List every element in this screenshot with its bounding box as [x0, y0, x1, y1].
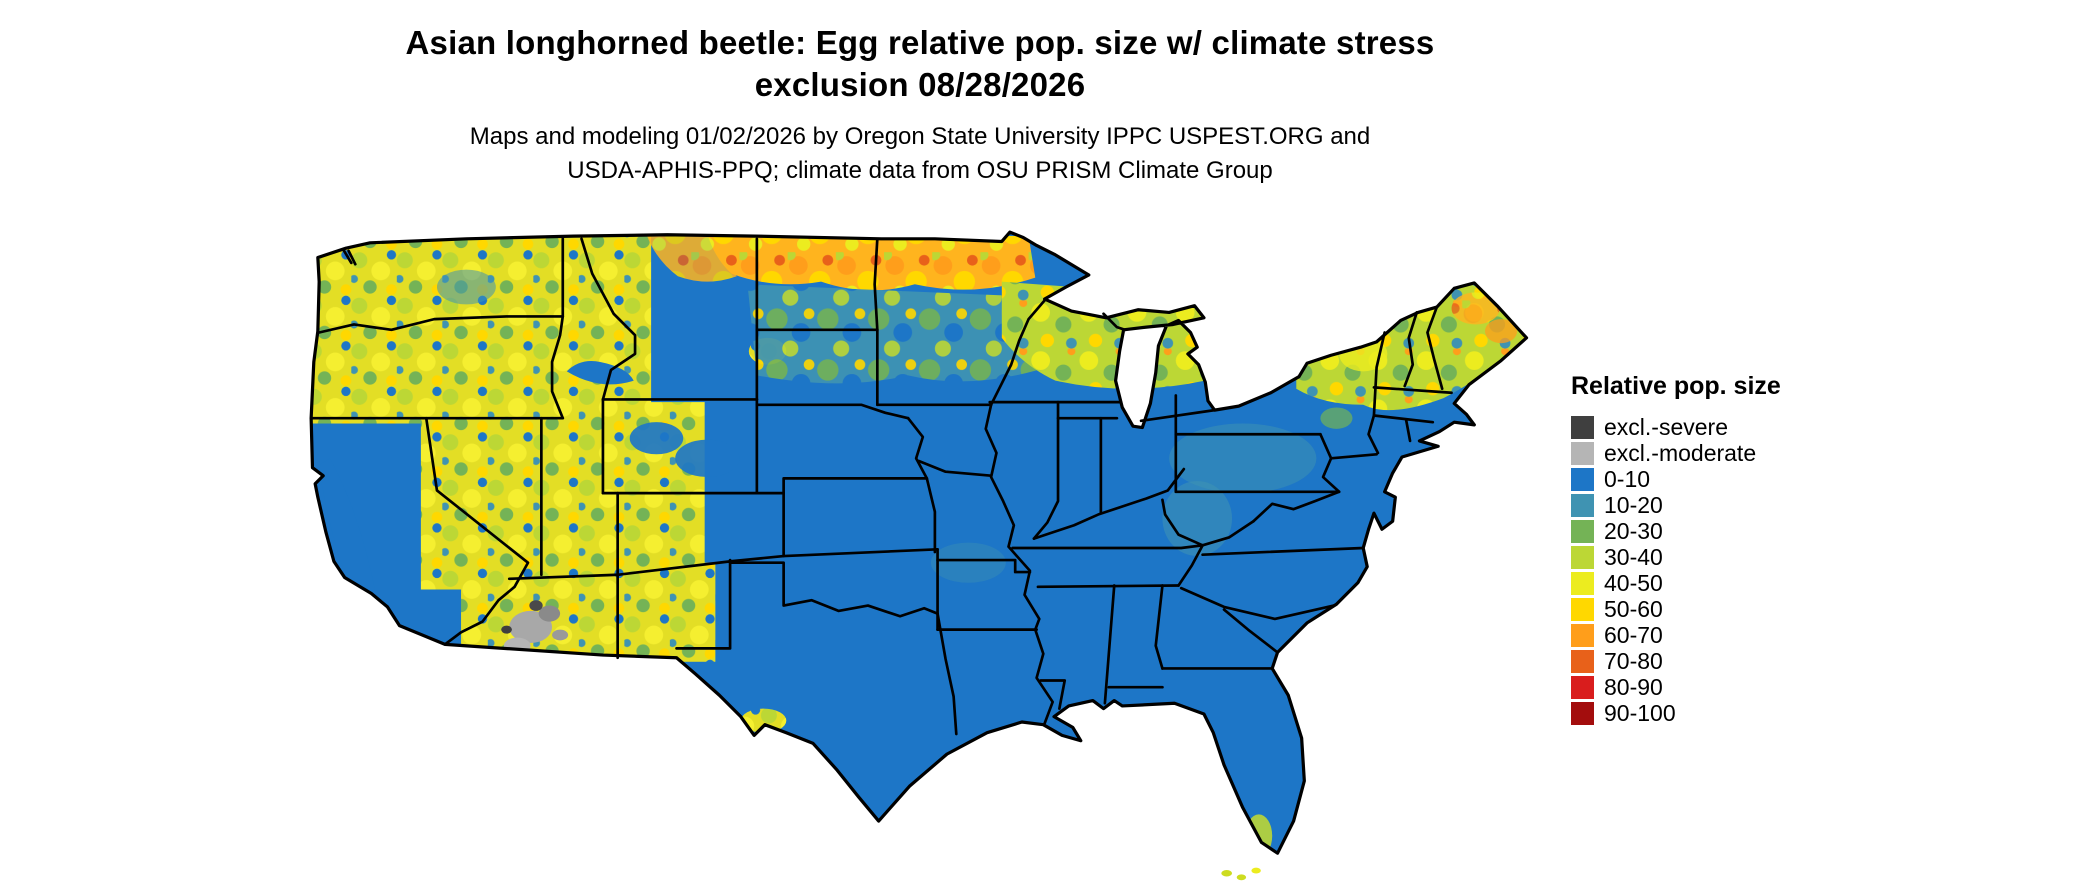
us-map-svg — [309, 230, 1529, 881]
legend-swatch — [1571, 675, 1594, 699]
legend-swatch — [1571, 701, 1594, 725]
legend-title: Relative pop. size — [1571, 372, 1781, 400]
legend-item: 70-80 — [1571, 648, 1781, 674]
florida-keys — [1221, 867, 1261, 881]
page-title-line2: exclusion 08/28/2026 — [754, 66, 1086, 103]
legend-items: excl.-severe excl.-moderate 0-10 10-20 20-30… — [1571, 414, 1781, 726]
legend-item-label: 50-60 — [1604, 595, 1663, 622]
legend-swatch — [1571, 493, 1594, 517]
legend-swatch — [1571, 415, 1594, 439]
legend-item-label: 20-30 — [1604, 517, 1663, 544]
legend-item-label: 70-80 — [1604, 647, 1663, 674]
legend-swatch — [1571, 519, 1594, 543]
legend-item-label: 10-20 — [1604, 491, 1663, 518]
legend-swatch — [1571, 545, 1594, 569]
legend-swatch — [1571, 649, 1594, 673]
legend-item-label: 90-100 — [1604, 699, 1676, 726]
legend-item: 90-100 — [1571, 700, 1781, 726]
legend-swatch — [1571, 441, 1594, 465]
legend-item: excl.-severe — [1571, 414, 1781, 440]
legend-item: 40-50 — [1571, 570, 1781, 596]
legend-item-label: excl.-severe — [1604, 413, 1728, 440]
legend: Relative pop. size excl.-severe excl.-mod… — [1571, 372, 1781, 726]
legend-item-label: 40-50 — [1604, 569, 1663, 596]
map-subtitle: Maps and modeling 01/02/2026 by Oregon S… — [120, 120, 1720, 188]
legend-item: excl.-moderate — [1571, 440, 1781, 466]
legend-swatch — [1571, 467, 1594, 491]
legend-item-label: 80-90 — [1604, 673, 1663, 700]
legend-item: 20-30 — [1571, 518, 1781, 544]
legend-swatch — [1571, 623, 1594, 647]
subtitle-line1: Maps and modeling 01/02/2026 by Oregon S… — [469, 123, 1371, 150]
us-map — [305, 204, 1538, 892]
legend-item-label: 60-70 — [1604, 621, 1663, 648]
legend-item-label: 0-10 — [1604, 465, 1651, 492]
legend-item-label: 30-40 — [1604, 543, 1663, 570]
legend-item-label: excl.-moderate — [1604, 439, 1757, 466]
legend-item: 50-60 — [1571, 596, 1781, 622]
legend-swatch — [1571, 597, 1594, 621]
legend-item: 60-70 — [1571, 622, 1781, 648]
legend-item: 80-90 — [1571, 674, 1781, 700]
legend-item: 0-10 — [1571, 466, 1781, 492]
state-borders — [309, 237, 1453, 736]
legend-item: 30-40 — [1571, 544, 1781, 570]
legend-item: 10-20 — [1571, 492, 1781, 518]
subtitle-line2: USDA-APHIS-PPQ; climate data from OSU PR… — [567, 157, 1273, 184]
legend-swatch — [1571, 571, 1594, 595]
map-header: Asian longhorned beetle: Egg relative po… — [120, 22, 1720, 188]
page-title-line1: Asian longhorned beetle: Egg relative po… — [405, 24, 1435, 61]
